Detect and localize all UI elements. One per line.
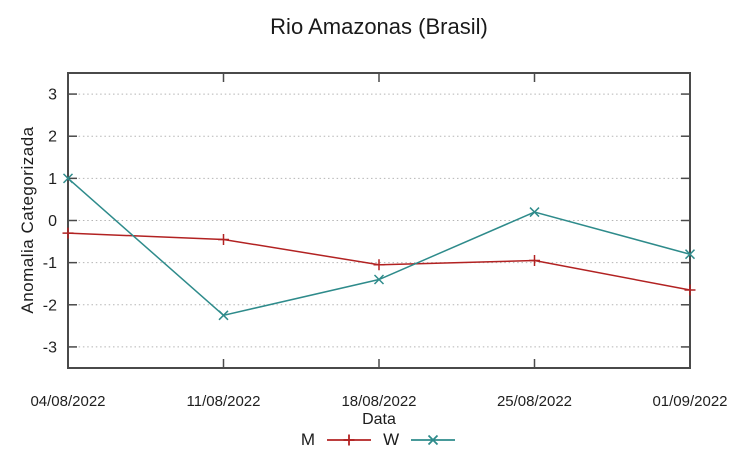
chart-title: Rio Amazonas (Brasil) [270,14,488,39]
x-tick-label: 25/08/2022 [497,393,572,410]
plus-marker-icon [373,259,385,271]
x-marker-icon [62,173,74,184]
x-tick-label: 18/08/2022 [341,393,416,410]
x-tick-label: 04/08/2022 [30,393,105,410]
y-tick-label: 0 [48,213,57,230]
plus-marker-icon [218,233,229,245]
y-tick-label: 2 [48,129,57,146]
y-tick-label: -2 [43,297,57,314]
series-line-w [67,177,691,317]
y-tick-label: 1 [48,171,57,188]
legend: M W [68,430,690,450]
plus-marker-icon [684,284,696,296]
x-tick-label: 11/08/2022 [187,393,261,410]
x-tick-label: 01/09/2022 [652,393,727,410]
legend-line-x-icon [411,434,456,446]
x-marker-icon [684,249,696,260]
x-marker-icon [218,310,229,321]
x-axis-title: Data [362,411,396,428]
y-tick-label: -3 [43,339,57,356]
legend-line-plus-icon [327,434,372,446]
y-tick-label: 3 [48,87,57,104]
x-marker-icon [529,207,540,218]
y-tick-label: -1 [43,255,57,272]
plus-marker-icon [62,227,74,239]
legend-label-w: W [383,430,400,449]
x-marker-icon [373,274,385,285]
plus-marker-icon [529,255,540,267]
plot-frame [67,72,691,369]
legend-label-m: M [300,430,316,449]
